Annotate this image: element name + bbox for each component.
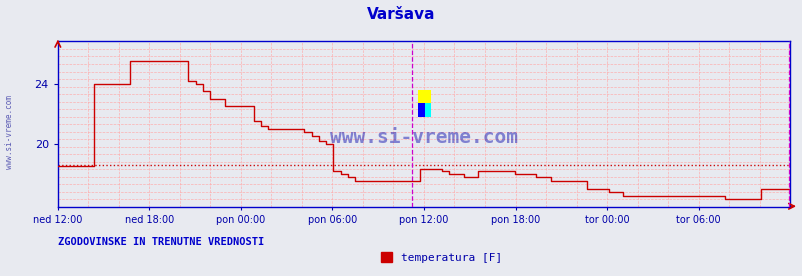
Text: Varšava: Varšava: [367, 7, 435, 22]
Text: www.si-vreme.com: www.si-vreme.com: [330, 128, 517, 147]
Text: ZGODOVINSKE IN TRENUTNE VREDNOSTI: ZGODOVINSKE IN TRENUTNE VREDNOSTI: [58, 237, 264, 247]
Bar: [418, 103, 424, 117]
Bar: [424, 103, 431, 117]
Bar: [418, 90, 431, 103]
Text: www.si-vreme.com: www.si-vreme.com: [5, 95, 14, 169]
Legend: temperatura [F]: temperatura [F]: [376, 248, 506, 268]
